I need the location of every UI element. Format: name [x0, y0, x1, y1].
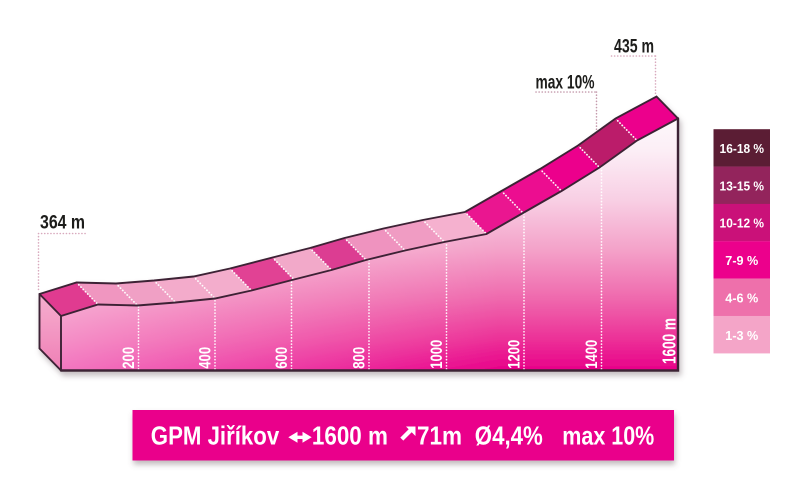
- svg-text:1000: 1000: [428, 340, 446, 369]
- svg-text:4-6 %: 4-6 %: [725, 290, 758, 305]
- svg-text:400: 400: [197, 347, 215, 369]
- svg-text:1200: 1200: [506, 340, 524, 369]
- svg-text:GPM Jiříkov: GPM Jiříkov: [151, 423, 280, 451]
- svg-text:800: 800: [351, 347, 369, 369]
- svg-text:435 m: 435 m: [614, 36, 654, 58]
- svg-text:364 m: 364 m: [40, 212, 85, 234]
- svg-text:1600 m: 1600 m: [660, 318, 680, 364]
- svg-text:max 10%: max 10%: [562, 423, 654, 451]
- svg-text:max 10%: max 10%: [536, 72, 595, 94]
- svg-text:1-3 %: 1-3 %: [725, 328, 758, 343]
- svg-text:13-15 %: 13-15 %: [720, 178, 765, 193]
- svg-text:200: 200: [120, 347, 138, 369]
- svg-text:7-9 %: 7-9 %: [725, 253, 758, 268]
- svg-text:1600 m: 1600 m: [312, 423, 388, 451]
- svg-text:600: 600: [273, 347, 291, 369]
- svg-text:1400: 1400: [583, 340, 601, 369]
- svg-text:16-18 %: 16-18 %: [720, 141, 765, 156]
- svg-text:71m: 71m: [417, 423, 462, 451]
- svg-text:10-12 %: 10-12 %: [720, 216, 765, 231]
- svg-text:Ø4,4%: Ø4,4%: [475, 423, 543, 451]
